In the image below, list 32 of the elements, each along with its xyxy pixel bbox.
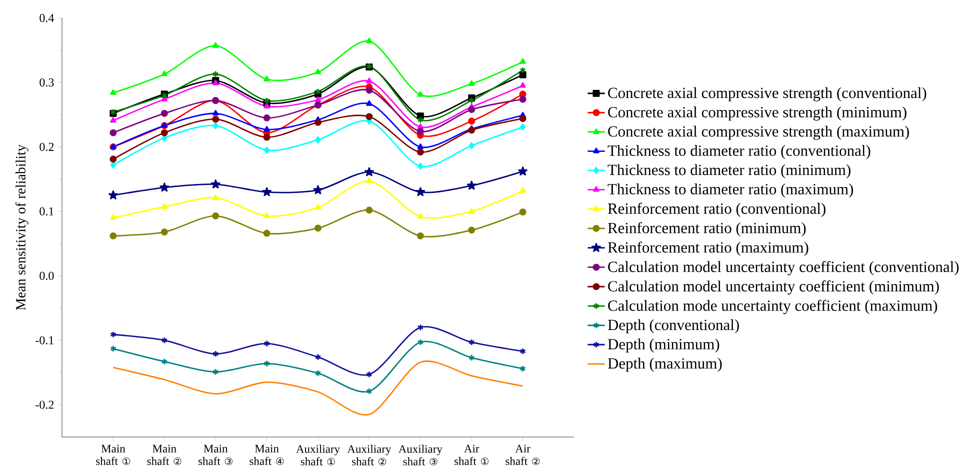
y-tick-label: 0.4 xyxy=(40,14,54,22)
legend-label: Reinforcement ratio (maximum) xyxy=(608,242,808,256)
legend-label: Calculation mode uncertainty coefficient (maximum) xyxy=(608,300,938,314)
legend-label: Reinforcement ratio (minimum) xyxy=(608,222,806,236)
x-tick-label: Auxiliary shaft ② xyxy=(347,444,392,466)
y-tick-label: 0.1 xyxy=(40,207,54,216)
y-tick-label: 0.2 xyxy=(40,142,54,152)
legend-label: Depth (conventional) xyxy=(608,319,739,334)
x-tick-label: Main shaft ③ xyxy=(198,444,232,466)
legend-label: Thickness to diameter ratio (conventional) xyxy=(608,145,870,160)
y-tick-label: -0.2 xyxy=(36,400,54,409)
y-tick-label: -0.1 xyxy=(36,336,54,344)
legend-label: Reinforcement ratio (conventional) xyxy=(608,202,826,217)
legend-label: Thickness to diameter ratio (minimum) xyxy=(608,164,850,178)
x-tick-label: Auxiliary shaft ① xyxy=(296,444,340,466)
x-tick-label: Air shaft ① xyxy=(454,444,488,466)
x-tick-label: Main shaft ② xyxy=(147,444,182,466)
legend-label: Calculation model uncertainty coefficient (minimum) xyxy=(608,280,939,295)
x-tick-label: Auxiliary shaft ③ xyxy=(398,444,442,466)
legend-label: Thickness to diameter ratio (maximum) xyxy=(608,184,854,198)
x-tick-label: Main shaft ① xyxy=(96,444,130,466)
y-axis-title: Mean sensitivity of reliability xyxy=(15,144,28,310)
legend-label: Depth (minimum) xyxy=(608,338,720,353)
x-tick-label: Main shaft ④ xyxy=(250,444,284,466)
legend-label: Concrete axial compressive strength (maximum) xyxy=(608,126,909,140)
legend-label: Calculation model uncertainty coefficient (conventional) xyxy=(608,261,959,276)
y-tick-label: 0.0 xyxy=(40,272,54,280)
legend-label: Concrete axial compressive strength (conventional) xyxy=(608,87,926,102)
y-tick-label: 0.3 xyxy=(40,78,54,87)
legend-label: Concrete axial compressive strength (minimum) xyxy=(608,106,906,121)
legend-label: Depth (maximum) xyxy=(608,358,722,372)
x-tick-label: Air shaft ② xyxy=(506,444,540,466)
